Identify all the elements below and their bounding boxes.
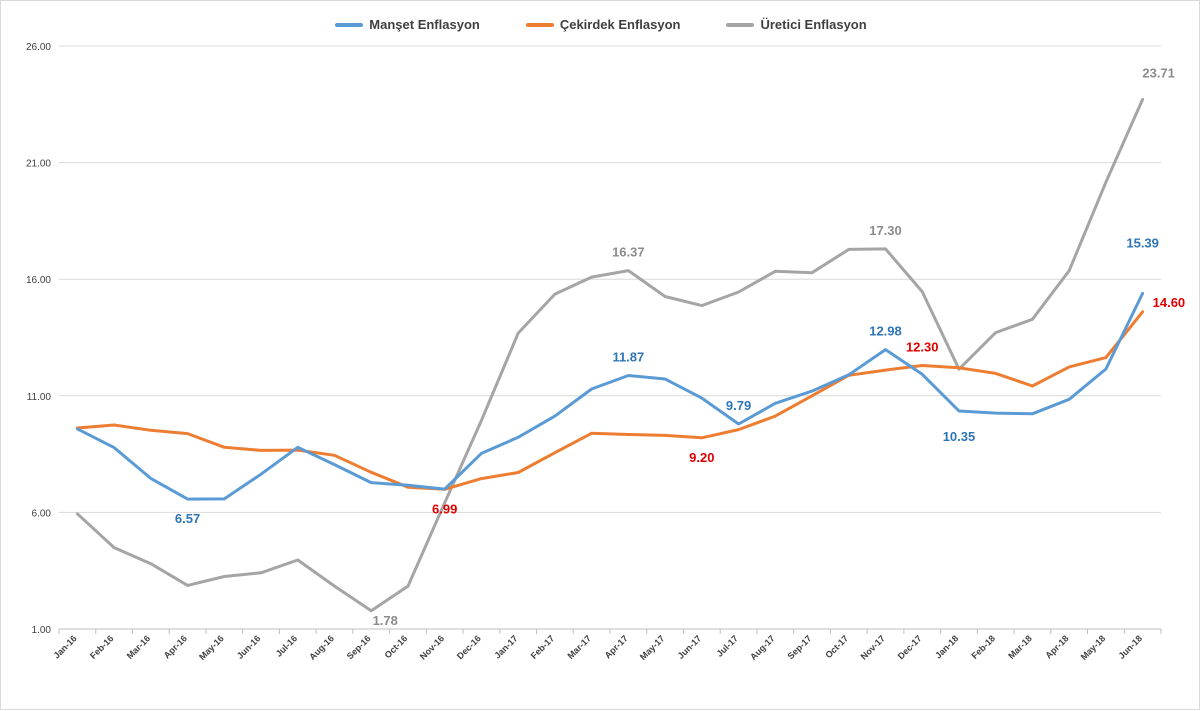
y-tick-label: 21.00 xyxy=(26,159,51,170)
x-tick-label: Jun-16 xyxy=(235,633,263,661)
x-tick-label: Sep-16 xyxy=(345,633,373,661)
legend-item-cekirdek[interactable]: Çekirdek Enflasyon xyxy=(525,17,681,32)
data-label: 17.30 xyxy=(869,223,902,238)
x-tick-label: Jun-18 xyxy=(1116,633,1144,661)
x-tick-label: Jul-16 xyxy=(274,633,299,658)
data-label: 9.79 xyxy=(726,398,751,413)
data-label: 16.37 xyxy=(612,245,645,260)
x-tick-label: Feb-17 xyxy=(529,633,557,661)
x-tick-label: Jun-17 xyxy=(676,633,704,661)
x-tick-label: May-16 xyxy=(197,633,226,662)
data-label: 1.78 xyxy=(373,613,398,628)
data-labels: 6.57 11.87 9.79 12.98 10.35 15.39 6.99 9.20 12.3… xyxy=(175,65,1185,627)
legend-label-uretici: Üretici Enflasyon xyxy=(760,17,867,32)
legend-label-manset: Manşet Enflasyon xyxy=(369,17,480,32)
y-tick-label: 16.00 xyxy=(26,275,51,286)
x-tick-label: Mar-16 xyxy=(125,633,153,661)
axes: 1.00 6.00 11.00 16.00 21.00 26.00 Jan-16 Feb-16… xyxy=(26,42,1162,662)
data-label: 14.60 xyxy=(1153,295,1186,310)
series-line-cekirdek xyxy=(75,310,1145,491)
y-tick-label: 6.00 xyxy=(32,508,52,519)
y-tick-label: 26.00 xyxy=(26,42,51,53)
x-tick-label: Jan-17 xyxy=(492,633,519,660)
legend-swatch-manset xyxy=(335,22,364,27)
data-label: 9.20 xyxy=(689,450,714,465)
x-tick-label: Apr-17 xyxy=(603,633,630,660)
legend-swatch-uretici xyxy=(726,22,755,27)
x-tick-label: Nov-16 xyxy=(418,633,446,661)
x-tick-label: Dec-16 xyxy=(455,633,483,661)
series-line-uretici xyxy=(75,97,1145,613)
legend-item-uretici[interactable]: Üretici Enflasyon xyxy=(726,17,867,32)
y-tick-label: 1.00 xyxy=(32,625,52,636)
data-label: 12.98 xyxy=(869,324,902,339)
x-tick-label: Jan-18 xyxy=(933,633,960,660)
series-line-manset xyxy=(75,291,1145,501)
data-label: 11.87 xyxy=(612,350,644,365)
x-tick-label: Apr-16 xyxy=(162,633,189,660)
x-tick-label: Nov-17 xyxy=(859,633,887,661)
x-tick-label: May-17 xyxy=(638,633,667,662)
x-tick-label: Jan-16 xyxy=(52,633,79,660)
x-tick-label: Apr-18 xyxy=(1043,633,1070,660)
x-tick-label: Oct-16 xyxy=(382,633,409,660)
x-tick-label: Jul-17 xyxy=(715,633,740,658)
legend-swatch-cekirdek xyxy=(525,22,554,27)
series-lines xyxy=(75,97,1145,613)
x-tick-label: Feb-18 xyxy=(970,633,998,661)
x-tick-label: Dec-17 xyxy=(896,633,924,661)
x-tick-label: Sep-17 xyxy=(786,633,814,661)
x-tick-label: Aug-16 xyxy=(307,633,336,662)
x-tick-label: May-18 xyxy=(1079,633,1108,662)
data-label: 10.35 xyxy=(943,429,976,444)
gridlines xyxy=(59,45,1161,630)
data-label: 15.39 xyxy=(1126,235,1159,250)
x-tick-label: Aug-17 xyxy=(748,633,777,662)
legend: Manşet Enflasyon Çekirdek Enflasyon Üret… xyxy=(1,17,1200,32)
legend-label-cekirdek: Çekirdek Enflasyon xyxy=(559,17,681,32)
x-tick-label: Mar-18 xyxy=(1006,633,1034,661)
data-label: 6.57 xyxy=(175,511,200,526)
x-tick-label: Feb-16 xyxy=(88,633,116,661)
x-tick-label: Oct-17 xyxy=(823,633,850,660)
legend-item-manset[interactable]: Manşet Enflasyon xyxy=(335,17,480,32)
data-label: 23.71 xyxy=(1142,65,1175,80)
y-tick-label: 11.00 xyxy=(27,392,52,403)
data-label: 12.30 xyxy=(906,339,939,354)
data-label: 6.99 xyxy=(432,501,457,516)
x-tick-label: Mar-17 xyxy=(565,633,593,661)
